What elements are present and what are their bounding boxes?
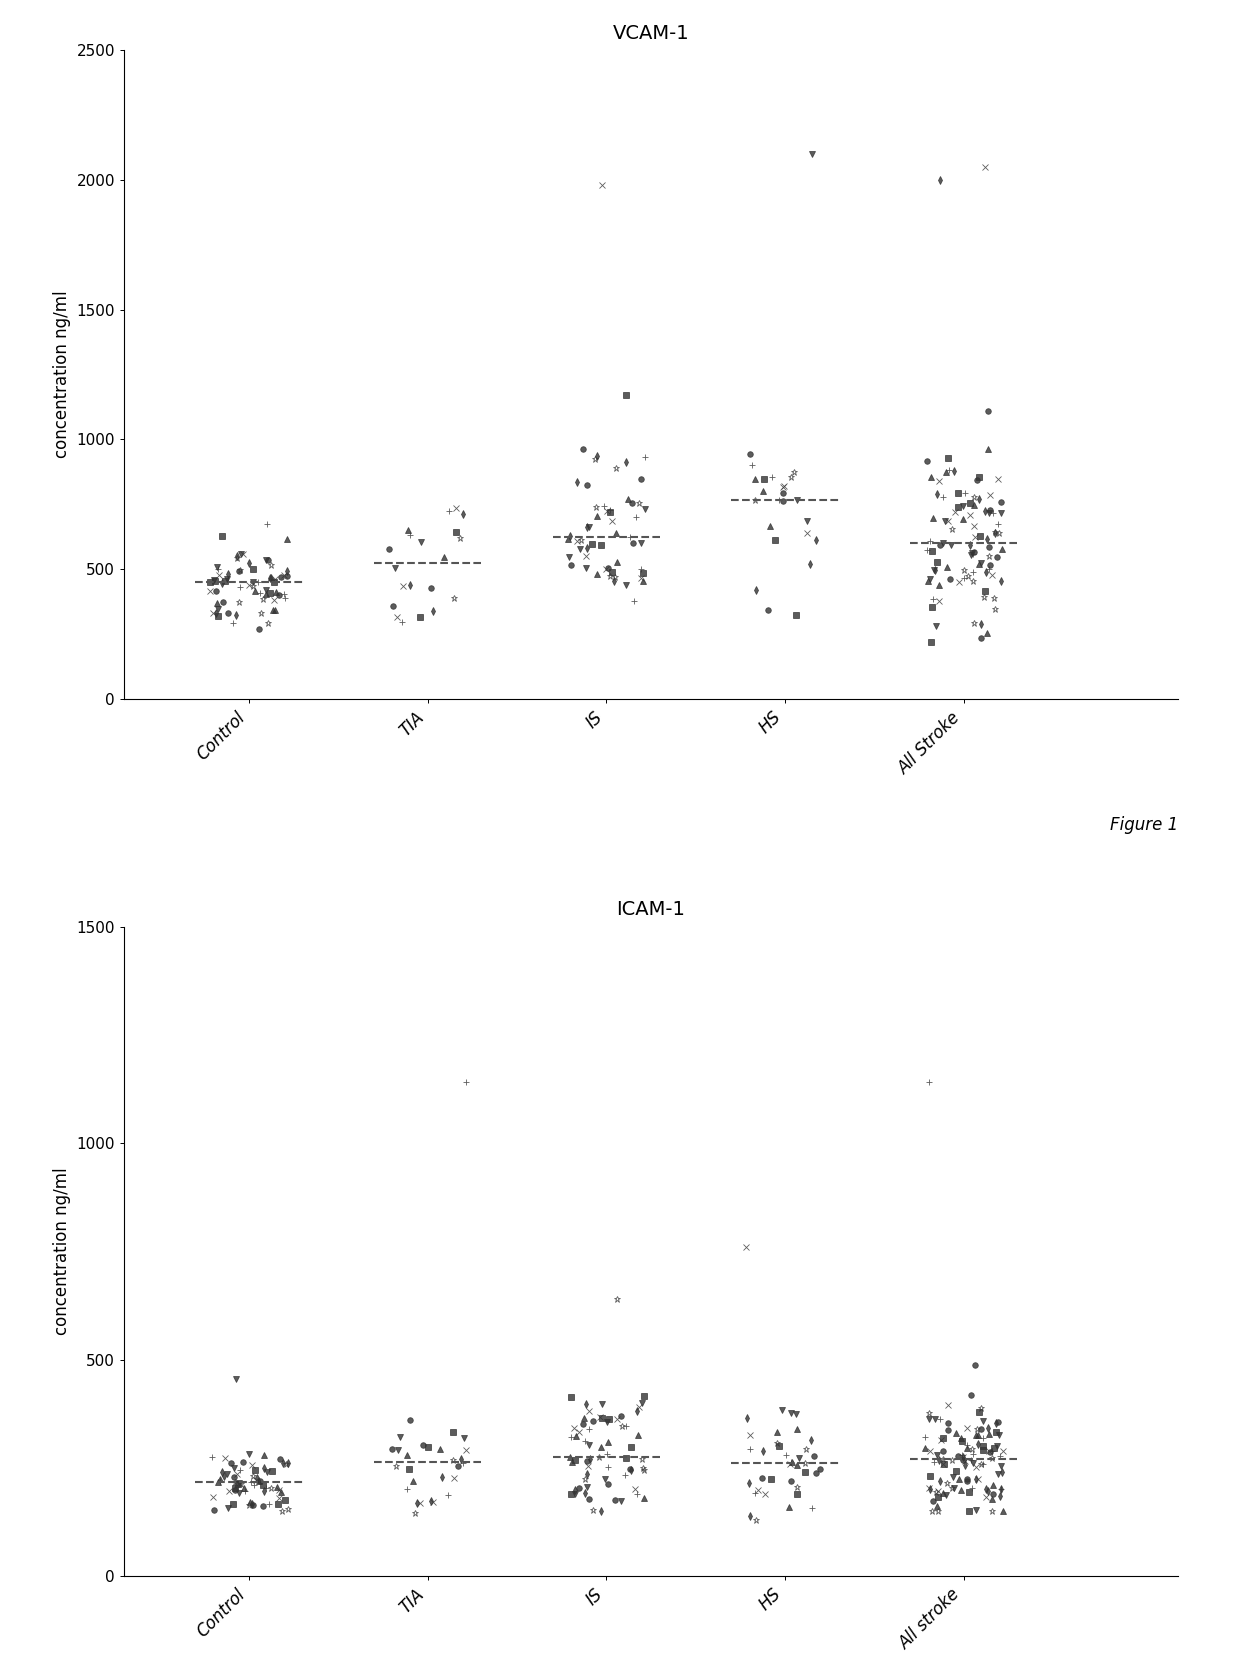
Text: Figure 1: Figure 1 — [1110, 816, 1178, 834]
Title: ICAM-1: ICAM-1 — [616, 901, 686, 919]
Y-axis label: concentration ng/ml: concentration ng/ml — [53, 1168, 71, 1335]
Title: VCAM-1: VCAM-1 — [613, 23, 689, 43]
Y-axis label: concentration ng/ml: concentration ng/ml — [53, 290, 71, 458]
